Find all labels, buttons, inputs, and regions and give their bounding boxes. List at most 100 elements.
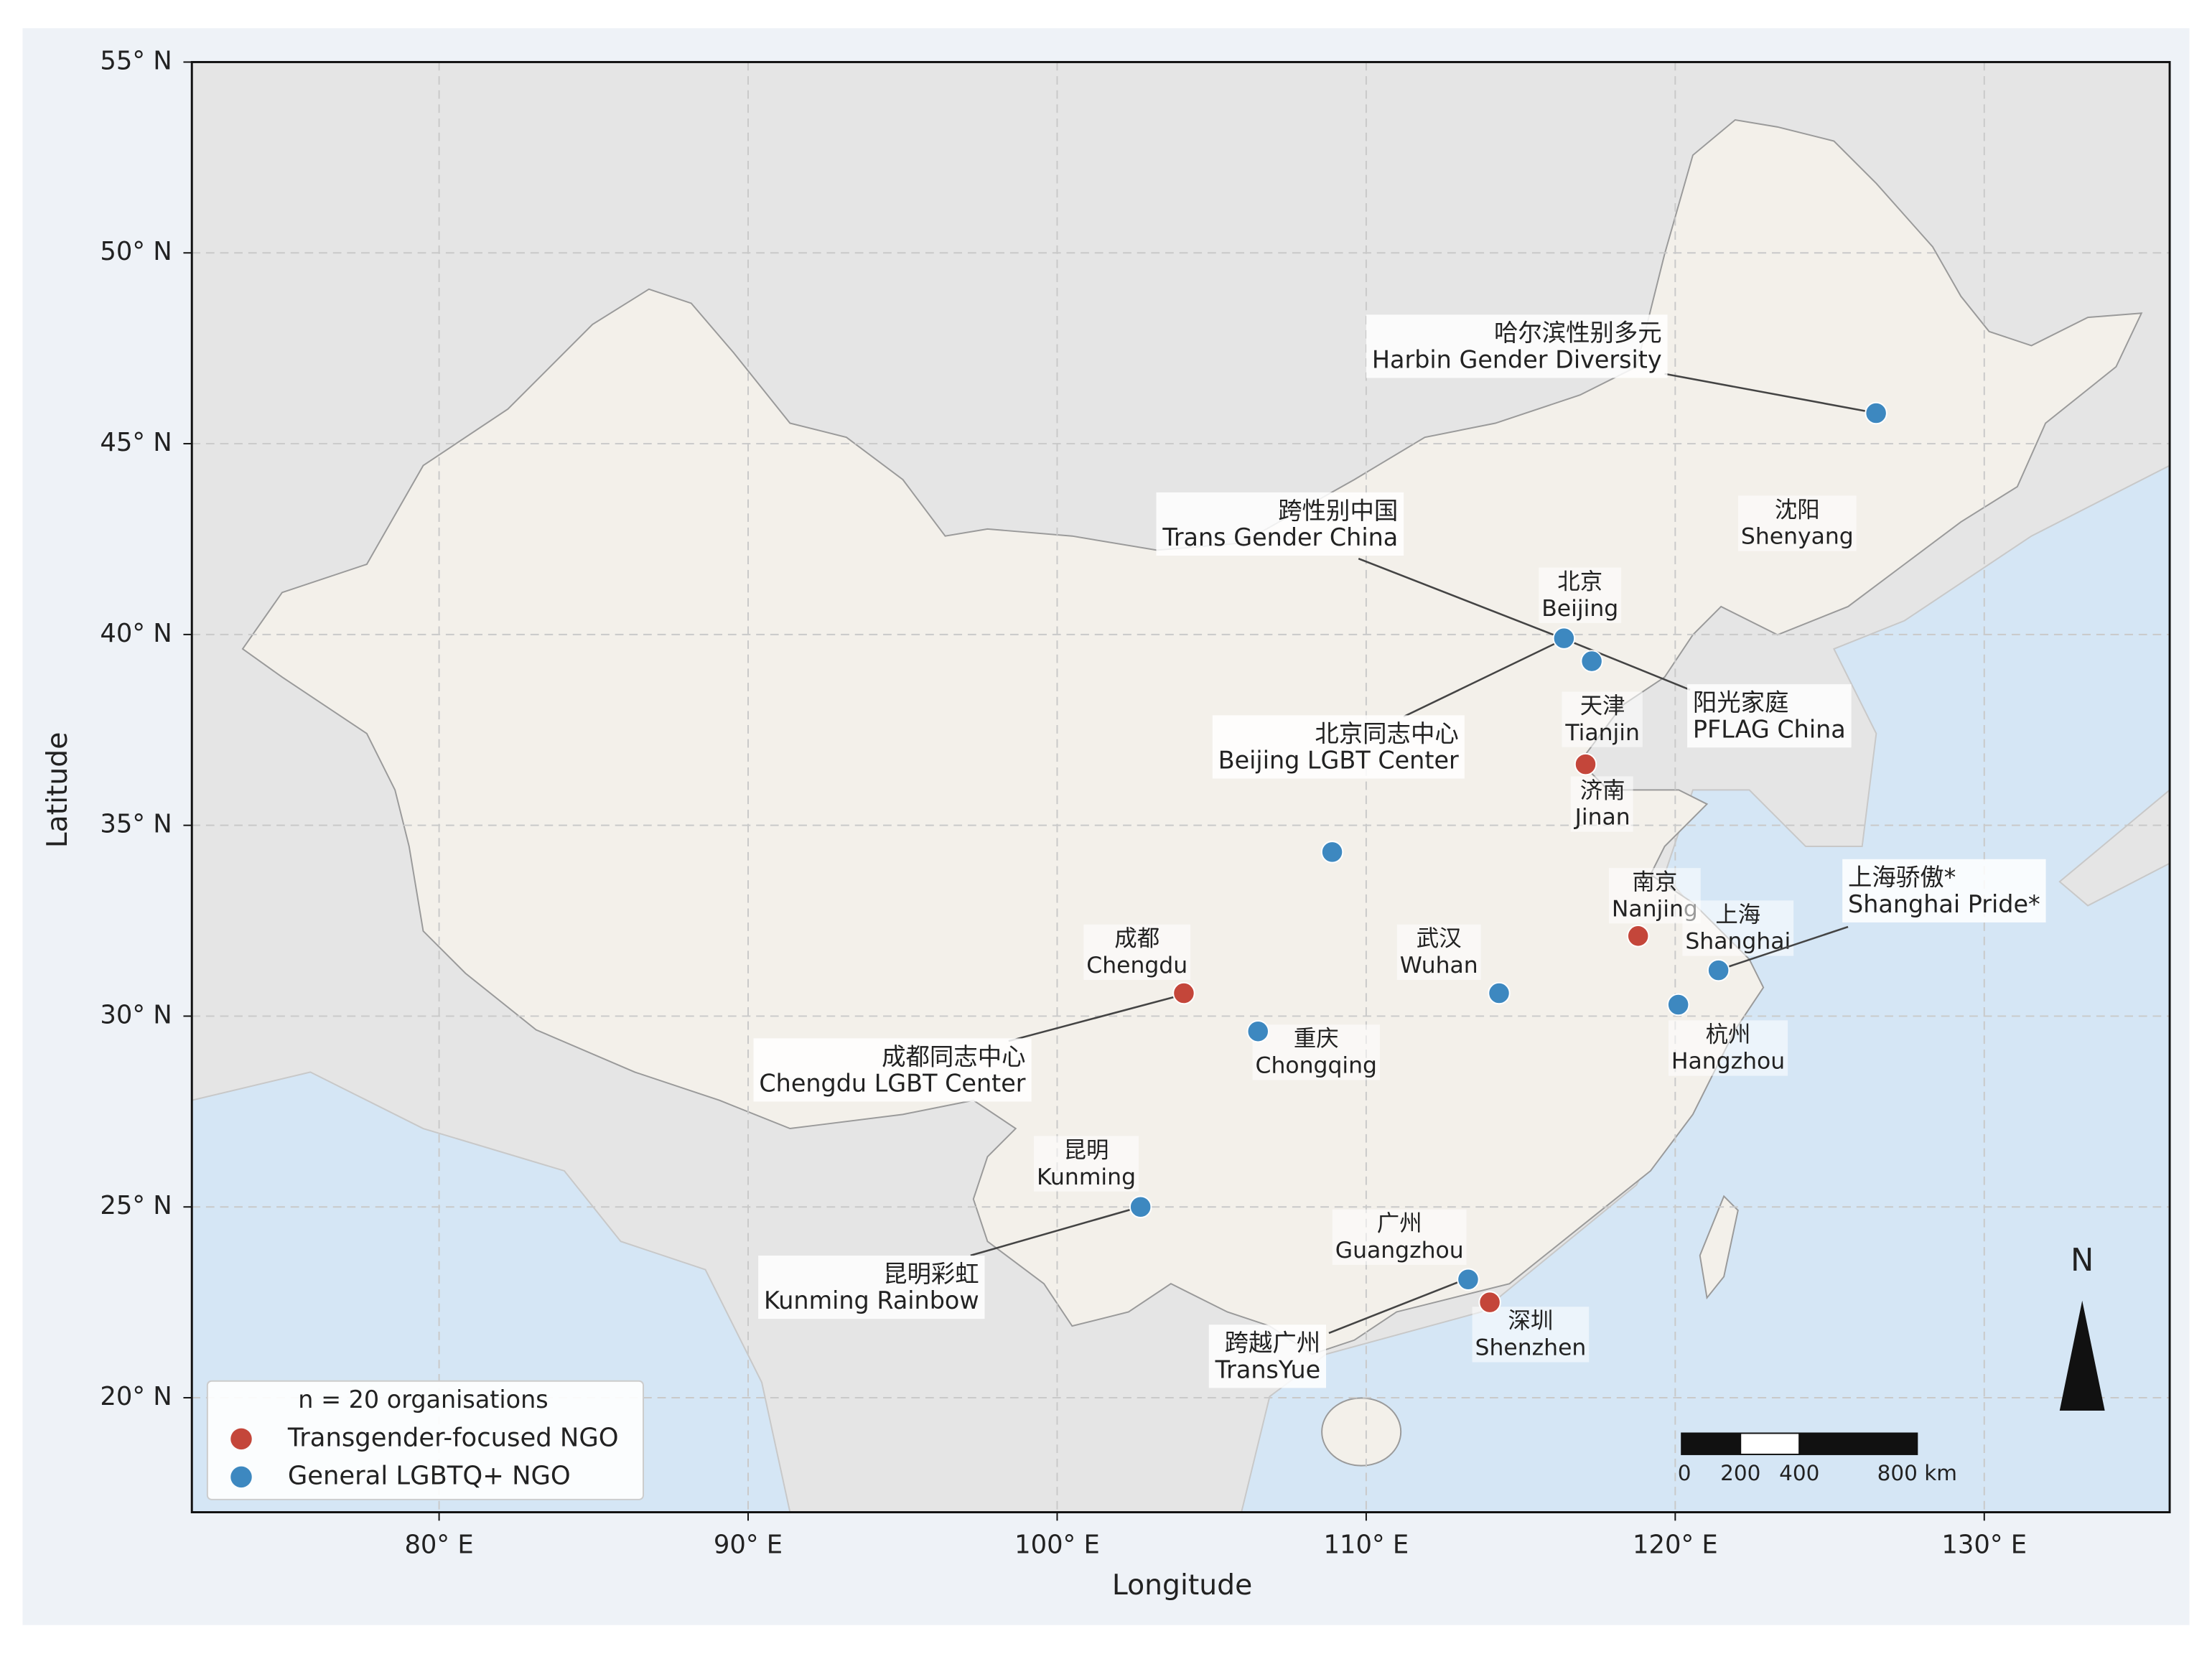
organisation-label: 上海骄傲*Shanghai Pride* <box>1842 859 2046 922</box>
points <box>1129 401 1887 1314</box>
city-name-zh: 杭州 <box>1706 1022 1751 1047</box>
city-label-bg <box>1083 924 1191 981</box>
scale-segment <box>1740 1432 1801 1455</box>
legend-label: General LGBTQ+ NGO <box>288 1461 571 1490</box>
x-tick-label: 100° E <box>1014 1531 1100 1560</box>
city-label-bg <box>1252 1024 1380 1080</box>
organisation-name-zh: 跨越广州 <box>1225 1329 1321 1357</box>
organisation-point <box>1457 1268 1480 1291</box>
organisation-name-en: Harbin Gender Diversity <box>1372 346 1662 374</box>
organisation-point <box>1552 627 1576 650</box>
leader-line <box>1664 373 1878 415</box>
city-name-zh: 成都 <box>1114 926 1159 952</box>
organisation-point <box>1129 1195 1152 1218</box>
y-tick-label: 55° N <box>100 46 172 75</box>
organisation-label-bg <box>1156 492 1404 556</box>
city-label-bg <box>1682 900 1794 956</box>
scale-segment <box>1798 1432 1918 1455</box>
organisation-label-bg <box>1366 314 1668 378</box>
leader-line <box>970 1205 1143 1257</box>
x-tick-label: 90° E <box>714 1531 783 1560</box>
city-name-zh: 昆明 <box>1064 1137 1109 1163</box>
organisation-point <box>1666 993 1690 1017</box>
organisation-point <box>1320 841 1344 864</box>
city-name-en: Guangzhou <box>1335 1238 1464 1263</box>
organisation-name-en: TransYue <box>1215 1356 1321 1384</box>
organisation-label-bg <box>1208 1324 1327 1388</box>
city-name-en: Chongqing <box>1256 1053 1377 1079</box>
y-tick-label: 40° N <box>100 619 172 648</box>
legend-marker <box>230 1466 252 1488</box>
x-tick-label: 120° E <box>1633 1531 1718 1560</box>
japan <box>2058 789 2170 907</box>
leader-line <box>1564 637 1691 691</box>
city-label-bg <box>1539 567 1622 623</box>
organisation-name-en: Trans Gender China <box>1162 523 1398 551</box>
legend-marker <box>230 1428 252 1450</box>
y-tick-label: 35° N <box>100 810 172 839</box>
x-tick-label: 130° E <box>1941 1531 2027 1560</box>
city-name-en: Shenyang <box>1741 524 1854 550</box>
leader-line <box>1403 638 1565 718</box>
y-tick-label: 25° N <box>100 1191 172 1220</box>
organisation-name-en: Chengdu LGBT Center <box>759 1070 1025 1098</box>
city-name-zh: 广州 <box>1377 1211 1422 1237</box>
city-name-en: Chengdu <box>1086 953 1187 978</box>
city-label-bg <box>1034 1136 1139 1192</box>
city-name-zh: 天津 <box>1580 693 1625 719</box>
scale-label: 200 <box>1720 1461 1760 1485</box>
x-tick-label: 80° E <box>404 1531 473 1560</box>
leader-line <box>1008 994 1184 1042</box>
city-label-bg <box>1570 776 1633 832</box>
city-name-zh: 武汉 <box>1417 926 1462 952</box>
x-axis-title: Longitude <box>1112 1569 1252 1602</box>
city-label-bg <box>1737 495 1857 551</box>
city-name-en: Shenzhen <box>1475 1335 1587 1361</box>
city-name-en: Tianjin <box>1564 720 1640 746</box>
organisation-point <box>1488 981 1511 1005</box>
labels: 沈阳Shenyang北京Beijing天津Tianjin济南Jinan南京Nan… <box>753 314 2046 1388</box>
organisation-point <box>1172 981 1195 1005</box>
north-label: N <box>2071 1243 2094 1279</box>
city-name-en: Hangzhou <box>1671 1049 1785 1075</box>
legend-title: n = 20 organisations <box>298 1386 548 1414</box>
organisation-label-bg <box>1842 859 2046 922</box>
scale-label: 800 km <box>1877 1461 1957 1485</box>
organisation-label-bg <box>1212 715 1465 779</box>
scale-bar: 0 200 400 800 km <box>1678 1432 1957 1485</box>
city-name-zh: 北京 <box>1557 569 1602 595</box>
organisation-name-zh: 北京同志中心 <box>1315 719 1458 747</box>
organisation-point <box>1574 752 1597 776</box>
organisation-name-en: Shanghai Pride* <box>1848 890 2040 918</box>
scale-label: 400 <box>1779 1461 1819 1485</box>
legend: n = 20 organisations Transgender-focused… <box>206 1380 644 1500</box>
city-name-zh: 深圳 <box>1508 1308 1554 1334</box>
organisation-point <box>1478 1291 1501 1314</box>
organisation-label-bg <box>758 1255 985 1319</box>
city-name-en: Wuhan <box>1400 953 1478 978</box>
city-name-en: Jinan <box>1574 805 1630 831</box>
y-tick-label: 45° N <box>100 428 172 457</box>
basemap <box>192 62 2170 1513</box>
hainan <box>1321 1397 1402 1467</box>
china <box>241 118 2143 1355</box>
organisation-name-zh: 跨性别中国 <box>1278 497 1398 525</box>
city-name-zh: 沈阳 <box>1775 497 1820 523</box>
city-name-zh: 济南 <box>1580 777 1625 803</box>
organisation-name-en: Kunming Rainbow <box>764 1286 979 1314</box>
scale-label: 0 <box>1678 1461 1691 1485</box>
city-label-bg <box>1472 1307 1590 1363</box>
legend-label: Transgender-focused NGO <box>287 1423 619 1452</box>
